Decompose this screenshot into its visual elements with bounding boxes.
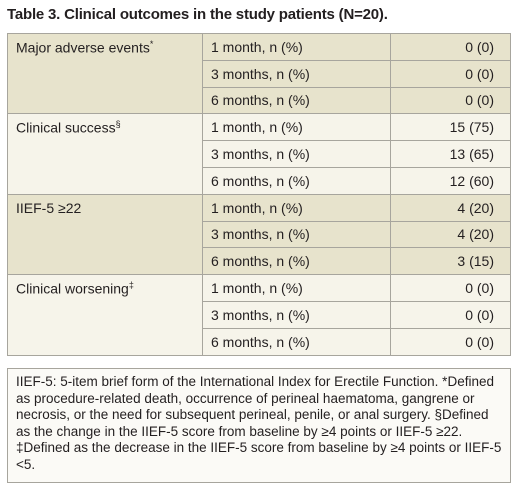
group-label: Clinical worsening xyxy=(16,280,129,297)
value-cell: 0 (0) xyxy=(390,274,511,302)
group-cell: Clinical worsening‡ xyxy=(7,274,203,356)
period-cell: 1 month, n (%) xyxy=(202,274,391,302)
period-cell: 3 months, n (%) xyxy=(202,300,391,329)
table-row: 3 months, n (%) 13 (65) xyxy=(8,140,511,168)
period-cell: 1 month, n (%) xyxy=(202,33,391,61)
outcomes-table: Major adverse events* 1 month, n (%) 0 (0)… xyxy=(7,32,511,356)
group-label: IIEF-5 ≥22 xyxy=(16,199,82,216)
value-cell: 15 (75) xyxy=(390,113,511,142)
period-cell: 6 months, n (%) xyxy=(202,86,391,115)
footnote-mark: ‡ xyxy=(128,280,134,291)
table-row: IIEF-5 ≥22 1 month, n (%) 4 (20) xyxy=(7,193,511,276)
value-cell: 3 (15) xyxy=(390,247,511,276)
group-cell: Clinical success§ xyxy=(7,113,203,195)
value-cell: 13 (65) xyxy=(390,140,511,168)
period-cell: 6 months, n (%) xyxy=(202,166,391,195)
value-cell: 12 (60) xyxy=(390,166,511,195)
table-row: 6 months, n (%) 12 (60) xyxy=(8,166,511,195)
value-cell: 0 (0) xyxy=(390,327,511,356)
table-row: 3 months, n (%) 0 (0) xyxy=(8,59,511,88)
period-cell: 3 months, n (%) xyxy=(202,220,391,249)
value-cell: 0 (0) xyxy=(390,300,511,329)
group-label: Major adverse events xyxy=(16,39,150,56)
value-cell: 0 (0) xyxy=(390,86,511,115)
period-cell: 6 months, n (%) xyxy=(202,247,391,276)
group-cell: Major adverse events* xyxy=(7,32,203,115)
group-label: Clinical success xyxy=(16,120,116,137)
table-row: Clinical success§ 1 month, n (%) 15 (75) xyxy=(7,113,511,195)
value-cell: 0 (0) xyxy=(390,59,511,88)
footnote-mark: § xyxy=(115,119,121,130)
value-cell: 4 (20) xyxy=(390,220,511,249)
period-cell: 3 months, n (%) xyxy=(202,59,391,88)
table-row: 3 months, n (%) 0 (0) xyxy=(8,300,511,329)
table-row: 6 months, n (%) 3 (15) xyxy=(8,247,511,276)
table-row: 6 months, n (%) 0 (0) xyxy=(8,327,511,356)
group-cell: IIEF-5 ≥22 xyxy=(7,193,203,276)
table-title: Table 3. Clinical outcomes in the study … xyxy=(7,6,388,23)
footnote-mark: * xyxy=(149,39,154,49)
period-cell: 6 months, n (%) xyxy=(202,327,391,356)
period-cell: 3 months, n (%) xyxy=(202,140,391,168)
value-cell: 0 (0) xyxy=(390,33,511,61)
period-cell: 1 month, n (%) xyxy=(202,113,391,142)
table-row: 3 months, n (%) 4 (20) xyxy=(8,220,511,249)
footnote: IIEF-5: 5-item brief form of the Interna… xyxy=(7,368,511,483)
period-cell: 1 month, n (%) xyxy=(202,193,391,222)
table-body: Major adverse events* 1 month, n (%) 0 (0)… xyxy=(7,32,511,356)
value-cell: 4 (20) xyxy=(390,193,511,222)
table-row: Major adverse events* 1 month, n (%) 0 (0) xyxy=(7,32,511,115)
table-row: Clinical worsening‡ 1 month, n (%) 0 (0) xyxy=(7,274,511,356)
